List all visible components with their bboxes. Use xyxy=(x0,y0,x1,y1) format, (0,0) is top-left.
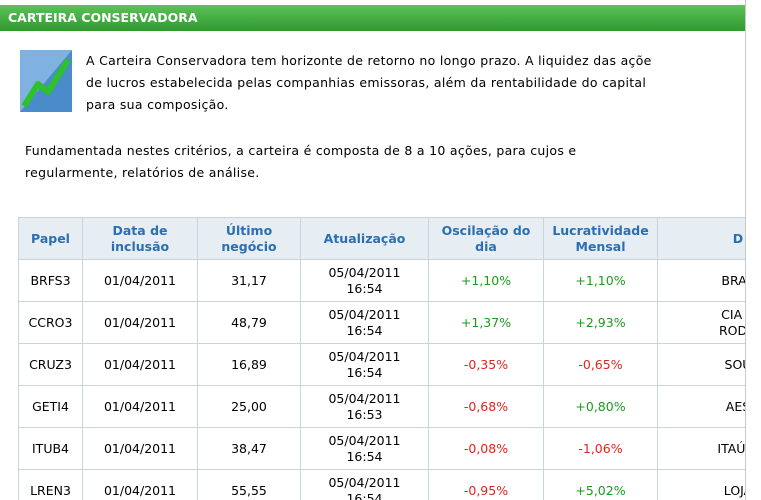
table-row: CCRO3 01/04/2011 48,79 05/04/2011 16:54 +1,37… xyxy=(18,301,745,344)
portfolio-table: Papel Data de inclusão Último negócio Atualiz… xyxy=(18,217,745,500)
cell-line: 16:54 xyxy=(346,322,383,338)
table-cell: 05/04/2011 16:54 xyxy=(300,427,429,470)
table-cell: CCRO3 xyxy=(18,301,83,344)
header-line: dia xyxy=(475,238,497,254)
column-header: Lucratividade Mensal xyxy=(543,217,658,260)
table-cell: +1,37% xyxy=(428,301,544,344)
table-cell: LOJA xyxy=(657,469,745,500)
header-line: Mensal xyxy=(575,238,626,254)
table-cell: 55,55 xyxy=(197,469,301,500)
table-cell: 16,89 xyxy=(197,343,301,386)
table-cell: CRUZ3 xyxy=(18,343,83,386)
table-cell: AES xyxy=(657,385,745,428)
table-cell: -1,06% xyxy=(543,427,658,470)
table-cell: -0,65% xyxy=(543,343,658,386)
column-header: D xyxy=(657,217,745,260)
text-line: Fundamentada nestes critérios, a carteir… xyxy=(25,143,577,158)
table-cell: 01/04/2011 xyxy=(82,301,198,344)
table-cell: 01/04/2011 xyxy=(82,259,198,302)
header-line: Oscilação do xyxy=(441,222,531,238)
text-line: de lucros estabelecida pelas companhias … xyxy=(86,75,647,90)
table-cell: ITUB4 xyxy=(18,427,83,470)
table-row: BRFS3 01/04/2011 31,17 05/04/2011 16:54 +1,10… xyxy=(18,259,745,302)
table-cell: 05/04/2011 16:54 xyxy=(300,343,429,386)
section-header: CARTEIRA CONSERVADORA xyxy=(0,5,745,31)
text-line: regularmente, relatórios de análise. xyxy=(25,165,260,180)
table-cell: 31,17 xyxy=(197,259,301,302)
table-cell: 01/04/2011 xyxy=(82,385,198,428)
header-line: inclusão xyxy=(110,238,170,254)
column-header: Oscilação do dia xyxy=(428,217,544,260)
cell-line: 16:54 xyxy=(346,448,383,464)
text-line: A Carteira Conservadora tem horizonte de… xyxy=(86,53,652,68)
cell-line: 16:54 xyxy=(346,280,383,296)
table-cell: BRAS xyxy=(657,259,745,302)
header-row: Papel Data de inclusão Último negócio Atualiz… xyxy=(18,217,745,260)
column-header: Papel xyxy=(18,217,83,260)
table-cell: +1,10% xyxy=(543,259,658,302)
table-cell: -0,68% xyxy=(428,385,544,428)
cell-line: 05/04/2011 xyxy=(328,432,401,448)
table-cell: 01/04/2011 xyxy=(82,343,198,386)
table-row: CRUZ3 01/04/2011 16,89 05/04/2011 16:54 -0,35… xyxy=(18,343,745,386)
table-cell: 05/04/2011 16:54 xyxy=(300,259,429,302)
cell-line: 16:54 xyxy=(346,364,383,380)
table-cell: -0,35% xyxy=(428,343,544,386)
column-header: Data de inclusão xyxy=(82,217,198,260)
intro-paragraph: A Carteira Conservadora tem horizonte de… xyxy=(86,50,652,116)
table-row: LREN3 01/04/2011 55,55 05/04/2011 16:54 -0,95… xyxy=(18,469,745,500)
table-cell: -0,95% xyxy=(428,469,544,500)
intro-paragraph: Fundamentada nestes critérios, a carteir… xyxy=(25,140,576,184)
cell-line: RODO xyxy=(719,322,745,338)
column-header: Último negócio xyxy=(197,217,301,260)
table-cell: BRFS3 xyxy=(18,259,83,302)
table-cell: LREN3 xyxy=(18,469,83,500)
text-line: para sua composição. xyxy=(86,97,229,112)
cell-line: CIA C xyxy=(721,306,745,322)
table-cell: 25,00 xyxy=(197,385,301,428)
header-line: Data de xyxy=(112,222,168,238)
cell-line: 05/04/2011 xyxy=(328,390,401,406)
table-body: BRFS3 01/04/2011 31,17 05/04/2011 16:54 +1,10… xyxy=(18,259,745,500)
cell-line: 16:53 xyxy=(346,406,383,422)
table-cell: ITAÚ U xyxy=(657,427,745,470)
table-cell: 48,79 xyxy=(197,301,301,344)
portfolio-icon xyxy=(20,50,72,112)
header-line: Lucratividade xyxy=(552,222,649,238)
column-header: Atualização xyxy=(300,217,429,260)
table-cell: GETI4 xyxy=(18,385,83,428)
table-cell: 05/04/2011 16:54 xyxy=(300,469,429,500)
cell-line: 05/04/2011 xyxy=(328,348,401,364)
table-cell: +1,10% xyxy=(428,259,544,302)
table-cell: +2,93% xyxy=(543,301,658,344)
cell-line: 05/04/2011 xyxy=(328,264,401,280)
table-cell: -0,08% xyxy=(428,427,544,470)
table-cell: CIA CRODO xyxy=(657,301,745,344)
table-cell: +0,80% xyxy=(543,385,658,428)
header-line: Último xyxy=(225,222,273,238)
table-cell: 38,47 xyxy=(197,427,301,470)
table-cell: 05/04/2011 16:53 xyxy=(300,385,429,428)
table-cell: 05/04/2011 16:54 xyxy=(300,301,429,344)
table-row: GETI4 01/04/2011 25,00 05/04/2011 16:53 -0,68… xyxy=(18,385,745,428)
cell-line: 05/04/2011 xyxy=(328,306,401,322)
table-cell: SOU xyxy=(657,343,745,386)
table-cell: 01/04/2011 xyxy=(82,469,198,500)
header-line: negócio xyxy=(221,238,277,254)
table-row: ITUB4 01/04/2011 38,47 05/04/2011 16:54 -0,08… xyxy=(18,427,745,470)
table-cell: 01/04/2011 xyxy=(82,427,198,470)
table-cell: +5,02% xyxy=(543,469,658,500)
cell-line: 05/04/2011 xyxy=(328,474,401,490)
cell-line: 16:54 xyxy=(346,490,383,500)
